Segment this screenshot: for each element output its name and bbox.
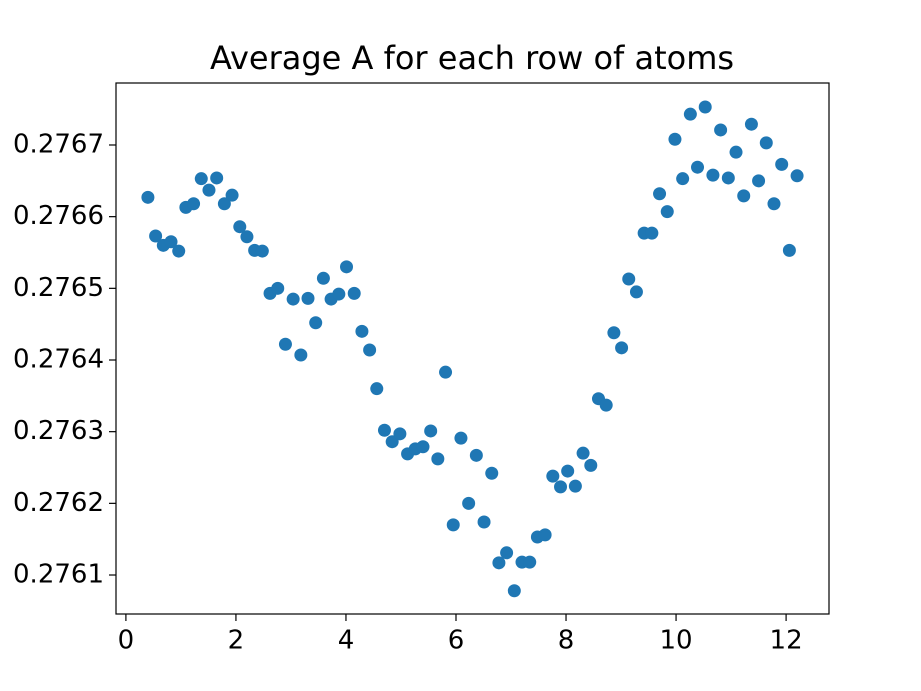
y-tick-label: 0.2764 bbox=[13, 345, 104, 375]
x-tick-label: 12 bbox=[770, 626, 803, 656]
point bbox=[691, 160, 705, 174]
point bbox=[538, 528, 552, 542]
point bbox=[653, 187, 667, 201]
point bbox=[645, 226, 659, 240]
point bbox=[355, 324, 369, 338]
y-tick-label: 0.2767 bbox=[13, 129, 104, 159]
point bbox=[393, 427, 407, 441]
point bbox=[775, 157, 789, 171]
point bbox=[194, 172, 208, 186]
point bbox=[607, 326, 621, 340]
point bbox=[660, 205, 674, 219]
point bbox=[698, 100, 712, 114]
point bbox=[271, 281, 285, 295]
point bbox=[629, 285, 643, 299]
point bbox=[454, 431, 468, 445]
point bbox=[172, 244, 186, 258]
point bbox=[706, 168, 720, 182]
point bbox=[584, 458, 598, 472]
point bbox=[507, 584, 521, 598]
point bbox=[431, 452, 445, 466]
point bbox=[714, 123, 728, 137]
point bbox=[316, 271, 330, 285]
point bbox=[485, 466, 499, 480]
point bbox=[202, 183, 216, 197]
plot-frame bbox=[115, 82, 830, 615]
point bbox=[469, 448, 483, 462]
point bbox=[523, 555, 537, 569]
point bbox=[294, 348, 308, 362]
point bbox=[782, 243, 796, 257]
point bbox=[286, 292, 300, 306]
x-tick-label: 6 bbox=[448, 626, 465, 656]
y-tick-label: 0.2765 bbox=[13, 273, 104, 303]
point bbox=[767, 197, 781, 211]
point bbox=[210, 171, 224, 185]
point bbox=[278, 337, 292, 351]
point bbox=[615, 341, 629, 355]
x-tick-label: 10 bbox=[660, 626, 693, 656]
point bbox=[737, 189, 751, 203]
point bbox=[309, 316, 323, 330]
point bbox=[240, 230, 254, 244]
point bbox=[622, 272, 636, 286]
y-tick-label: 0.2761 bbox=[13, 560, 104, 590]
point bbox=[568, 479, 582, 493]
point bbox=[255, 244, 269, 258]
point bbox=[149, 229, 163, 243]
point bbox=[729, 145, 743, 159]
point bbox=[477, 515, 491, 529]
point bbox=[683, 107, 697, 121]
point bbox=[668, 132, 682, 146]
point bbox=[187, 197, 201, 211]
point bbox=[599, 398, 613, 412]
y-tick-label: 0.2763 bbox=[13, 416, 104, 446]
point bbox=[500, 546, 514, 560]
point bbox=[233, 220, 247, 234]
point bbox=[721, 171, 735, 185]
x-tick-label: 0 bbox=[118, 626, 135, 656]
point bbox=[744, 117, 758, 131]
point bbox=[363, 343, 377, 357]
point bbox=[217, 197, 231, 211]
point bbox=[377, 423, 391, 437]
point bbox=[676, 172, 690, 186]
point bbox=[561, 464, 575, 478]
point bbox=[462, 496, 476, 510]
point bbox=[370, 382, 384, 396]
point bbox=[141, 190, 155, 204]
point bbox=[416, 440, 430, 454]
point bbox=[439, 365, 453, 379]
x-tick-label: 4 bbox=[338, 626, 355, 656]
point bbox=[301, 291, 315, 305]
point bbox=[492, 556, 506, 570]
point bbox=[225, 188, 239, 202]
point bbox=[446, 518, 460, 532]
point bbox=[752, 174, 766, 188]
chart-title: Average A for each row of atoms bbox=[210, 39, 734, 77]
point bbox=[332, 287, 346, 301]
x-tick-label: 2 bbox=[228, 626, 245, 656]
x-tick-label: 8 bbox=[558, 626, 575, 656]
y-tick-label: 0.2762 bbox=[13, 488, 104, 518]
y-tick-label: 0.2766 bbox=[13, 201, 104, 231]
point bbox=[759, 136, 773, 150]
point bbox=[424, 424, 438, 438]
point bbox=[164, 235, 178, 249]
point bbox=[347, 286, 361, 300]
point bbox=[340, 260, 354, 274]
point bbox=[790, 169, 804, 183]
point bbox=[546, 469, 560, 483]
point bbox=[554, 480, 568, 494]
point bbox=[576, 446, 590, 460]
